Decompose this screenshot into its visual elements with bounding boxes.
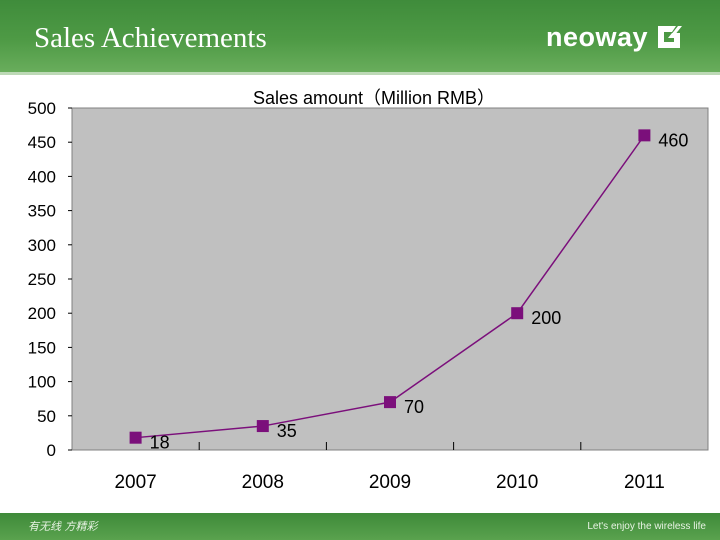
- y-tick-label: 450: [28, 133, 56, 152]
- y-tick-label: 350: [28, 202, 56, 221]
- x-tick-label: 2008: [242, 472, 284, 493]
- chart-title: Sales amount（Million RMB）: [253, 88, 495, 108]
- y-tick-label: 50: [37, 407, 56, 426]
- footer-slogan-chinese: 有无线 方精彩: [28, 520, 98, 533]
- company-logo: neoway: [546, 20, 684, 54]
- x-tick-label: 2007: [114, 472, 156, 493]
- sales-line-chart: Sales amount（Million RMB） 0 50 100 150 200 25…: [28, 88, 709, 493]
- data-point-marker: [129, 431, 142, 444]
- data-label: 70: [404, 397, 424, 417]
- header-bar: Sales Achievements neoway: [0, 0, 720, 72]
- plot-area: [71, 107, 709, 451]
- data-point-marker: [384, 396, 396, 409]
- y-tick-label: 500: [28, 99, 56, 118]
- y-tick-label: 150: [28, 338, 56, 357]
- data-point-marker: [638, 129, 651, 142]
- page-title: Sales Achievements: [34, 22, 267, 54]
- data-label: 35: [277, 421, 297, 441]
- y-axis: 0 50 100 150 200 250 300 350 400 450 500: [28, 99, 72, 460]
- x-tick-label: 2009: [369, 472, 411, 493]
- footer-bar: 有无线 方精彩 Let's enjoy the wireless life: [0, 513, 720, 540]
- x-tick-label: 2010: [496, 472, 538, 493]
- footer-slogan: Let's enjoy the wireless life: [587, 521, 706, 532]
- logo-text: neoway: [546, 22, 649, 52]
- data-label: 460: [658, 130, 688, 150]
- data-point-marker: [511, 307, 524, 320]
- data-label: 18: [150, 433, 170, 453]
- neoway-mark-icon: [658, 26, 683, 48]
- x-axis: 2007 2008 2009 2010 2011: [114, 442, 665, 493]
- y-tick-label: 100: [28, 373, 56, 392]
- x-tick-label: 2011: [624, 472, 665, 493]
- y-tick-label: 250: [28, 270, 56, 289]
- y-tick-label: 400: [28, 167, 56, 186]
- series-layer: 18 35 70 200 460: [129, 129, 688, 453]
- header-divider: [0, 72, 720, 75]
- y-tick-label: 0: [47, 441, 56, 460]
- data-label: 200: [531, 308, 561, 328]
- data-point-marker: [256, 420, 269, 433]
- y-tick-label: 200: [28, 304, 56, 323]
- y-tick-label: 300: [28, 236, 56, 255]
